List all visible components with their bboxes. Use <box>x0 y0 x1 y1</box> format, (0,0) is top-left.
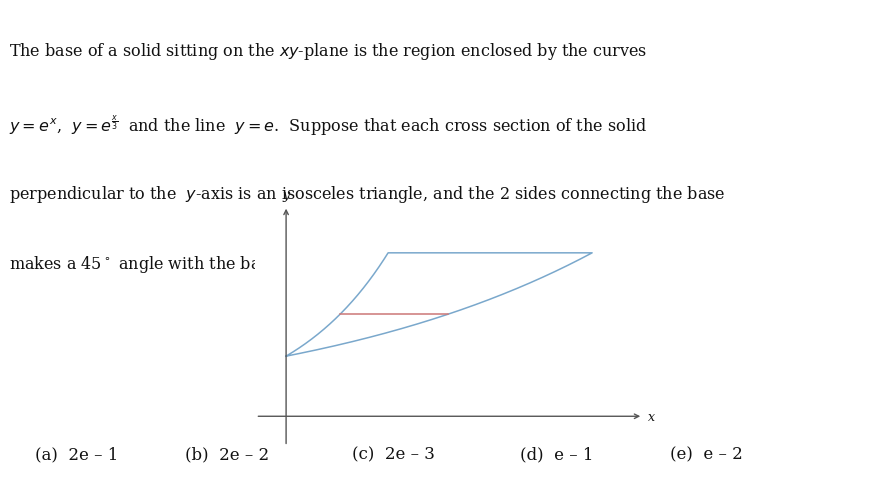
Text: (d)  e – 1: (d) e – 1 <box>520 445 593 462</box>
Text: $y = e^x$,  $y = e^{\frac{x}{3}}$  and the line  $y = e$.  Suppose that each cro: $y = e^x$, $y = e^{\frac{x}{3}}$ and the… <box>9 113 647 138</box>
Text: makes a 45$^\circ$ angle with the base. Find the volume of the solid.: makes a 45$^\circ$ angle with the base. … <box>9 253 520 274</box>
Text: (a)  2e – 1: (a) 2e – 1 <box>35 445 119 462</box>
Text: y: y <box>283 189 290 202</box>
Text: (e)  e – 2: (e) e – 2 <box>670 445 743 462</box>
Text: (b)  2e – 2: (b) 2e – 2 <box>185 445 269 462</box>
Text: x: x <box>648 410 655 423</box>
Text: perpendicular to the  $y$-axis is an isosceles triangle, and the 2 sides connect: perpendicular to the $y$-axis is an isos… <box>9 183 725 204</box>
Text: (c)  2e – 3: (c) 2e – 3 <box>352 445 435 462</box>
Text: The base of a solid sitting on the $xy$-plane is the region enclosed by the curv: The base of a solid sitting on the $xy$-… <box>9 41 647 61</box>
